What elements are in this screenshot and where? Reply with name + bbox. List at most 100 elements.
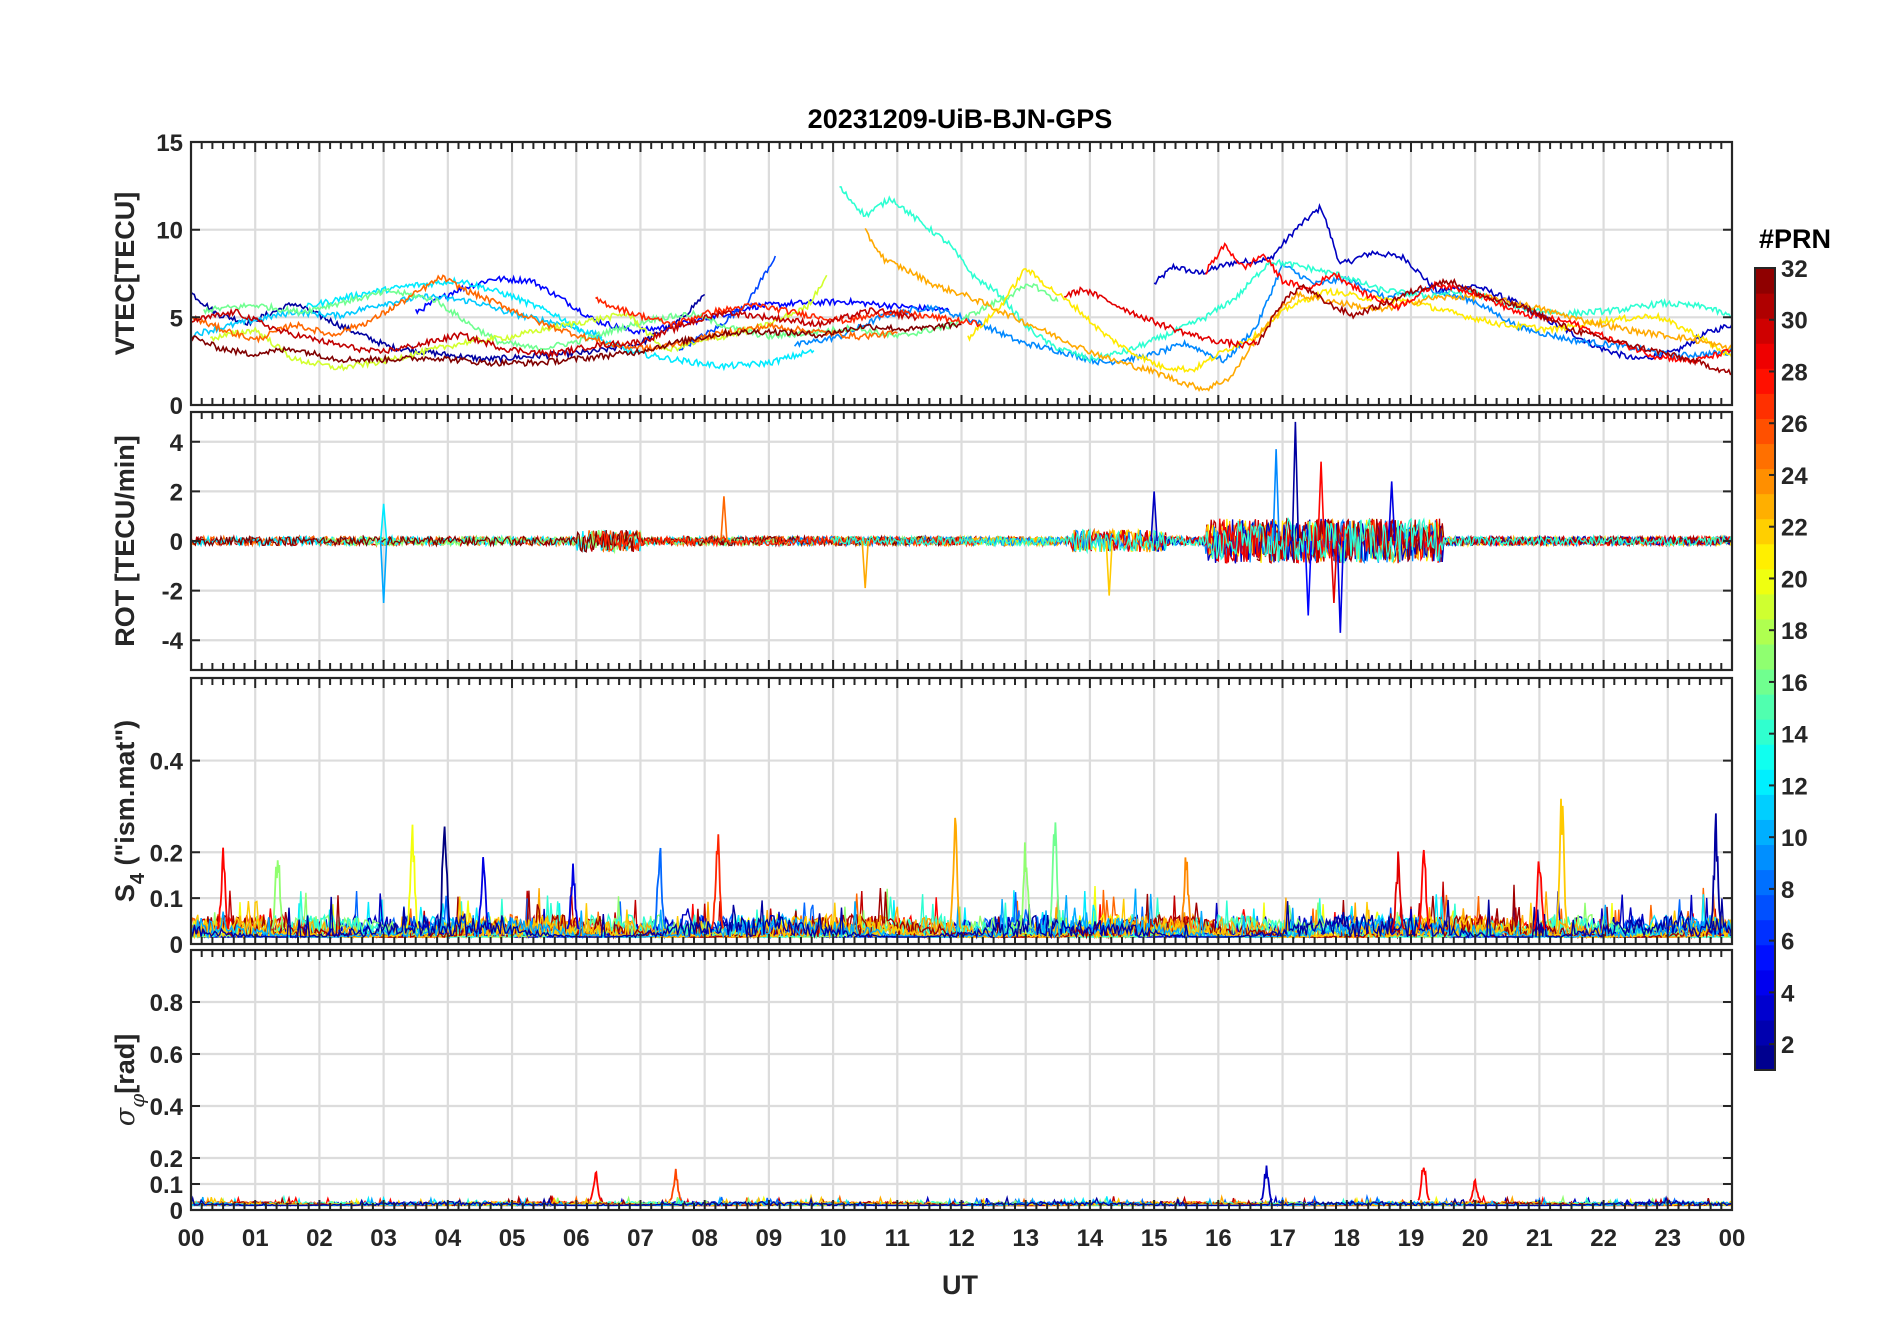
colorbar-segment <box>1755 518 1775 545</box>
colorbar-segment <box>1755 268 1775 294</box>
colorbar-segment <box>1755 894 1775 921</box>
colorbar-segment <box>1755 643 1775 670</box>
x-tick-label: 09 <box>756 1225 783 1252</box>
s4-burst-prn-28 <box>216 847 230 930</box>
rot-spike-prn-5 <box>1304 540 1313 616</box>
y-axis-label-rest: [rad] <box>110 1034 140 1094</box>
sigma_phi-burst-prn-28 <box>588 1170 602 1202</box>
colorbar-segment <box>1755 994 1775 1021</box>
y-axis-label: σφ[rad] <box>110 1034 149 1126</box>
y-tick-label: 0.6 <box>150 1042 183 1069</box>
vtec-series-prn-11 <box>191 293 603 340</box>
s4-burst-prn-22 <box>1555 798 1569 929</box>
colorbar-segment <box>1755 343 1775 369</box>
y-tick-label: 0 <box>170 1198 183 1225</box>
colorbar-segment <box>1755 769 1775 795</box>
vtec-series-prn-16 <box>203 282 1059 354</box>
panel-sigma_phi: 00.10.20.40.60.8σφ[rad]00 01 02 03 04 05 06 07 0… <box>110 948 1745 1252</box>
colorbar-tick-label: 4 <box>1781 980 1795 1007</box>
sigma_phi-burst-prn-26 <box>669 1168 683 1202</box>
s4-burst-prn-2 <box>1709 813 1723 929</box>
sigma_phi-burst-prn-28 <box>1468 1177 1482 1202</box>
colorbar-label: #PRN <box>1759 224 1831 254</box>
rot-spike-prn-10 <box>379 540 388 604</box>
x-tick-label: 13 <box>1012 1225 1039 1252</box>
colorbar-segment <box>1755 293 1775 319</box>
colorbar-segment <box>1755 368 1775 394</box>
x-tick-label: 01 <box>242 1225 269 1252</box>
y-tick-label: 0.1 <box>150 1172 183 1199</box>
colorbar-tick-label: 16 <box>1781 670 1808 697</box>
colorbar-tick-label: 6 <box>1781 929 1794 956</box>
vtec-series-prn-19 <box>209 274 828 372</box>
y-tick-label: 5 <box>170 305 183 332</box>
y-tick-label: -4 <box>162 628 184 655</box>
rot-series-prn-27 <box>594 530 982 552</box>
x-tick-label: 17 <box>1269 1225 1296 1252</box>
colorbar-tick-label: 2 <box>1781 1032 1794 1059</box>
vtec-series-prn-12 <box>305 276 815 372</box>
x-tick-label: 00 <box>178 1225 205 1252</box>
x-tick-label: 18 <box>1333 1225 1360 1252</box>
vtec-series-prn-28 <box>1204 242 1732 364</box>
panel-s4: 00.10.20.4S4 ("ism.mat") <box>110 676 1734 959</box>
s4-burst-prn-1 <box>437 826 452 929</box>
vtec-series-prn-27 <box>595 296 982 329</box>
vtec-series-prn-25 <box>191 274 898 353</box>
colorbar-segment <box>1755 318 1775 344</box>
x-tick-label: 20 <box>1462 1225 1489 1252</box>
y-axis-label-symbol: S <box>110 884 140 902</box>
colorbar-tick-label: 32 <box>1781 256 1808 283</box>
colorbar-tick-label: 30 <box>1781 308 1808 335</box>
s4-burst-prn-16 <box>1047 822 1062 929</box>
s4-burst-prn-28 <box>1417 849 1431 930</box>
rot-spike-prn-23 <box>861 540 869 589</box>
s4-burst-prn-4 <box>476 857 490 930</box>
sigma_phi-burst-prn-28 <box>1417 1167 1431 1201</box>
colorbar-segment <box>1755 393 1775 419</box>
vtec-series-prn-9 <box>793 260 1732 366</box>
y-axis-label: S4 ("ism.mat") <box>110 720 149 902</box>
y-major-ticks <box>191 1001 1732 1211</box>
colorbar-tick-label: 22 <box>1781 515 1808 542</box>
colorbar-segment <box>1755 944 1775 971</box>
y-tick-label: 0.2 <box>150 840 183 867</box>
colorbar-segment <box>1755 919 1775 946</box>
vtec-series-prn-23 <box>864 227 1732 393</box>
colorbar-segment <box>1755 794 1775 820</box>
x-tick-label: 12 <box>948 1225 975 1252</box>
colorbar-tick-label: 14 <box>1781 722 1808 749</box>
x-minor-ticks <box>190 142 1733 405</box>
x-tick-label: 06 <box>563 1225 590 1252</box>
s4-burst-prn-27 <box>710 834 725 929</box>
colorbar-segment <box>1755 443 1775 470</box>
rot-spike-prn-4 <box>1387 481 1396 542</box>
y-tick-label: 0 <box>170 932 183 959</box>
colorbar-segment <box>1755 719 1775 745</box>
sigma_phi-burst-prn-3 <box>1259 1165 1273 1202</box>
x-tick-label: 21 <box>1526 1225 1553 1252</box>
colorbar-frame <box>1754 267 1776 1071</box>
colorbar-segment <box>1755 694 1775 720</box>
panel-rot: -4 -2 0 2 4 ROT [TECU/min] <box>110 410 1734 672</box>
x-tick-label: 07 <box>627 1225 654 1252</box>
vtec-series-prn-32 <box>191 321 962 368</box>
s4-burst-prn-4 <box>566 863 580 930</box>
x-minor-ticks <box>190 412 1733 670</box>
s4-burst-prn-23 <box>948 817 962 929</box>
colorbar-tick-label: 28 <box>1781 359 1808 386</box>
x-tick-label: 04 <box>434 1225 461 1252</box>
y-axis-label: ROT [TECU/min] <box>110 435 140 646</box>
data-vtec <box>191 186 1732 393</box>
y-major-ticks <box>191 759 1732 945</box>
colorbar-tick-label: 8 <box>1781 877 1794 904</box>
rot-spike-prn-29 <box>1330 540 1338 604</box>
colorbar-segment <box>1755 568 1775 595</box>
y-tick-label: 4 <box>170 430 184 457</box>
rot-spike-prn-3 <box>1150 491 1158 542</box>
colorbar-segment <box>1755 819 1775 846</box>
y-tick-label: 0.1 <box>150 886 183 913</box>
y-axis-label-rest: ("ism.mat") <box>110 720 140 873</box>
x-tick-label: 22 <box>1590 1225 1617 1252</box>
